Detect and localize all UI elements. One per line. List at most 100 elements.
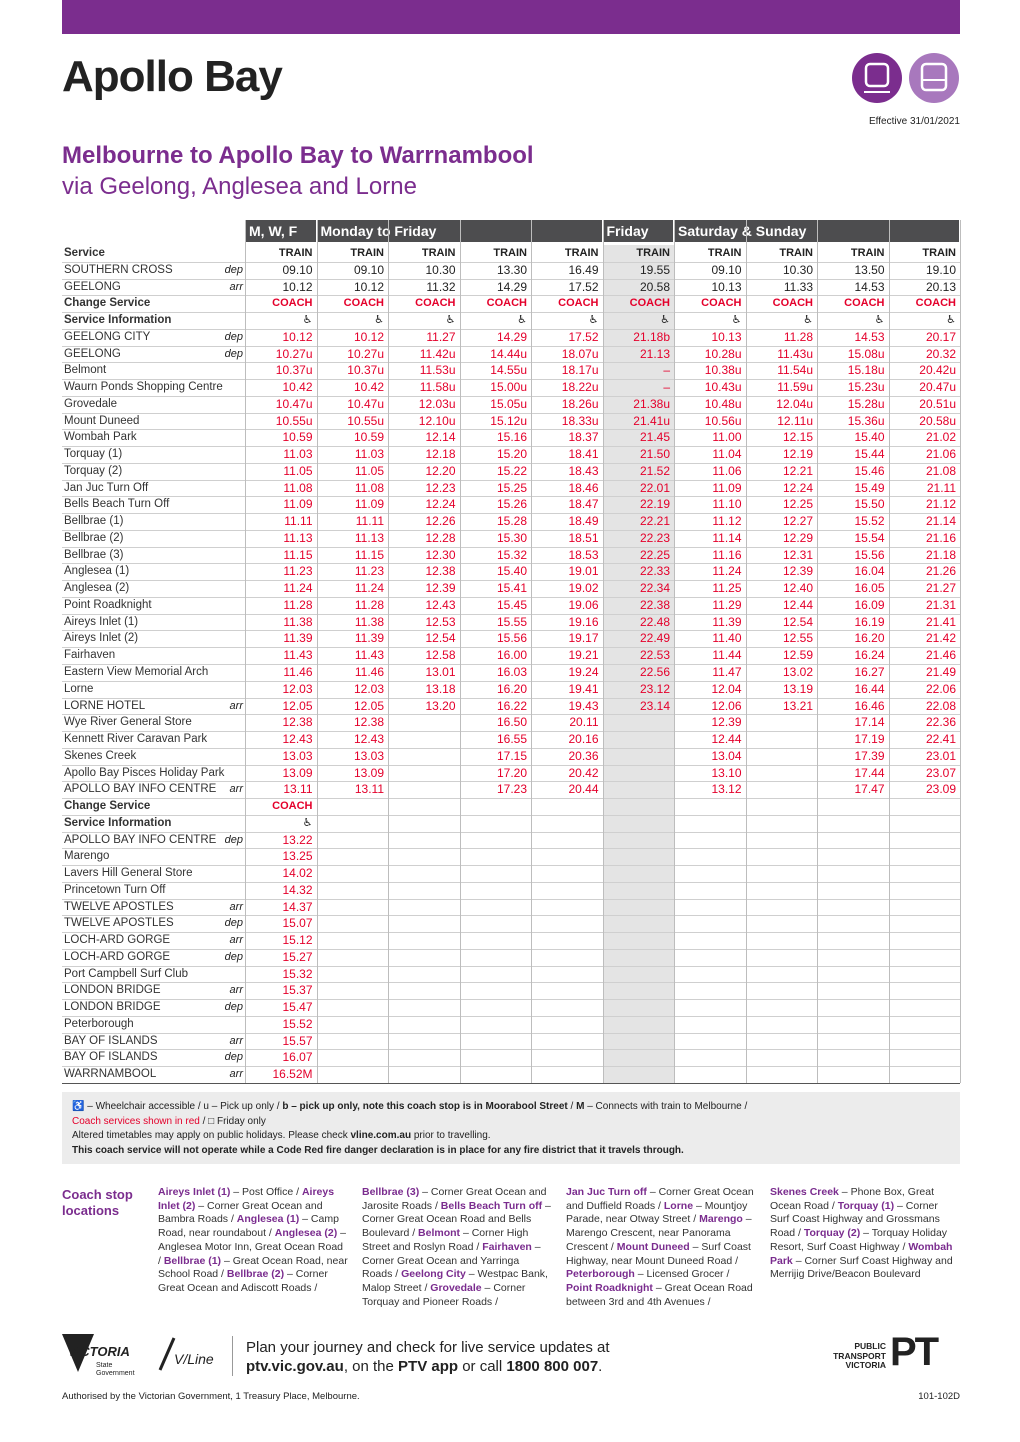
time-cell: 15.07: [282, 916, 313, 931]
time-cell: 12.38: [425, 564, 456, 579]
time-cell: 13.20: [425, 698, 456, 713]
time-cell: 19.10: [925, 262, 956, 277]
stop-name: Peterborough: [64, 1017, 134, 1030]
time-cell: 11.43u: [777, 346, 813, 361]
government: Government: [96, 1370, 135, 1377]
col-line: [245, 220, 246, 1083]
time-cell: 14.29: [496, 329, 527, 344]
time-cell: 15.30: [496, 530, 527, 545]
time-cell: 21.18b: [633, 329, 670, 344]
time-cell: 18.22u: [561, 380, 599, 395]
time-cell: 22.19: [639, 497, 670, 512]
time-cell: 21.27: [925, 581, 956, 596]
time-cell: COACH: [415, 297, 456, 310]
stop-name: Lavers Hill General Store: [64, 867, 193, 880]
time-cell: 11.38: [283, 614, 313, 629]
time-cell: 13.11: [354, 782, 384, 797]
note-line: ♿ – Wheelchair accessible / u – Pick up …: [72, 1100, 747, 1115]
time-cell: 20.42u: [919, 363, 956, 378]
time-cell: 15.22: [496, 463, 527, 478]
time-cell: 11.39: [354, 631, 384, 646]
stop-name: Waurn Ponds Shopping Centre: [64, 381, 223, 394]
stop-name: Marengo: [64, 850, 110, 863]
time-cell: 21.14: [925, 514, 956, 529]
time-cell: 15.28: [496, 514, 527, 529]
time-cell: 12.44: [711, 732, 742, 747]
time-cell: 16.46: [854, 698, 885, 713]
state: State: [96, 1362, 112, 1369]
row-line: [62, 395, 960, 397]
time-cell: 10.12: [353, 279, 384, 294]
logos-left: VICTORIA State Government V/Line: [62, 1334, 214, 1377]
text-segment: Coach services shown in red: [72, 1115, 200, 1127]
time-cell: 10.13: [711, 279, 742, 294]
stop-name: Princetown Turn Off: [64, 883, 166, 896]
time-cell: 21.08: [925, 463, 956, 478]
row-line: [62, 865, 960, 867]
stop-name: Aireys Inlet (1): [64, 615, 139, 628]
time-cell: 11.54u: [777, 363, 813, 378]
time-cell: 13.18: [425, 681, 456, 696]
time-cell: 10.30: [425, 262, 456, 277]
time-cell: 13.12: [711, 782, 742, 797]
time-cell: ♿: [302, 815, 313, 829]
time-cell: 15.26: [496, 497, 527, 512]
time-cell: 11.04: [712, 447, 742, 462]
title: Apollo Bay: [62, 52, 283, 101]
time-cell: 15.46: [854, 463, 885, 478]
time-cell: 11.24: [283, 581, 313, 596]
time-cell: ♿: [874, 313, 885, 327]
time-cell: 12.44: [782, 597, 813, 612]
time-cell: 20.58: [639, 279, 670, 294]
col-line: [745, 220, 747, 1083]
location-column: Jan Juc Turn off – Corner Great Ocean an…: [566, 1186, 756, 1309]
time-cell: COACH: [558, 297, 599, 310]
time-cell: 11.29: [712, 597, 742, 612]
time-cell: 11.44: [712, 648, 742, 663]
time-cell: 20.44: [568, 782, 599, 797]
text-segment: / □ Friday only: [199, 1115, 266, 1127]
time-cell: 22.41: [925, 732, 956, 747]
row-line: [62, 446, 960, 448]
time-cell: 15.52: [854, 514, 885, 529]
time-cell: 11.03: [354, 447, 384, 462]
location-stop: Peterborough: [566, 1268, 635, 1281]
time-cell: 12.38: [353, 715, 384, 730]
time-cell: ♿: [374, 313, 384, 327]
location-desc: – Corner Surf Coast Highway and Merrijig…: [770, 1254, 953, 1281]
time-cell: 18.43: [568, 463, 599, 478]
time-cell: 11.42u: [419, 346, 456, 361]
time-cell: 11.59u: [777, 380, 813, 395]
stop-name: GEELONG: [64, 347, 121, 360]
time-cell: ♿: [517, 313, 527, 327]
time-cell: 22.25: [639, 547, 670, 562]
time-cell: 11.05: [283, 463, 313, 478]
location-desc: – Westpac Bank, Malop Street /: [362, 1268, 548, 1294]
time-cell: 12.31: [782, 547, 813, 562]
time-cell: 15.54: [854, 530, 885, 545]
text-segment: M: [576, 1101, 585, 1112]
time-cell: 12.11u: [777, 413, 813, 428]
time-cell: 11.47: [712, 665, 742, 679]
time-cell: 16.52M: [272, 1067, 313, 1082]
time-cell: 22.56: [639, 665, 670, 679]
locations-heading: Coach stop locations: [62, 1187, 133, 1218]
location-stop: Wombah Park: [770, 1240, 953, 1267]
time-cell: 15.05u: [490, 396, 527, 411]
time-cell: 11.53u: [419, 363, 456, 378]
time-cell: 11.09: [283, 497, 313, 512]
time-cell: 22.34: [639, 581, 670, 596]
stop-qualifier: arr: [229, 280, 243, 293]
stop-qualifier: dep: [224, 1001, 243, 1014]
location-stop: Mount Duneed: [616, 1240, 690, 1253]
stop-name: Grovedale: [64, 397, 118, 410]
row-line: [62, 479, 960, 481]
time-cell: 21.13: [639, 346, 670, 361]
time-cell: 10.12: [282, 329, 313, 344]
location-stop: Jan Juc Turn off: [566, 1186, 647, 1198]
stop-name: BAY OF ISLANDS: [64, 1034, 158, 1047]
time-cell: 11.24: [712, 564, 742, 579]
stop-qualifier: dep: [224, 1051, 243, 1064]
time-cell: TRAIN: [493, 247, 527, 259]
time-cell: 16.50: [496, 715, 527, 730]
